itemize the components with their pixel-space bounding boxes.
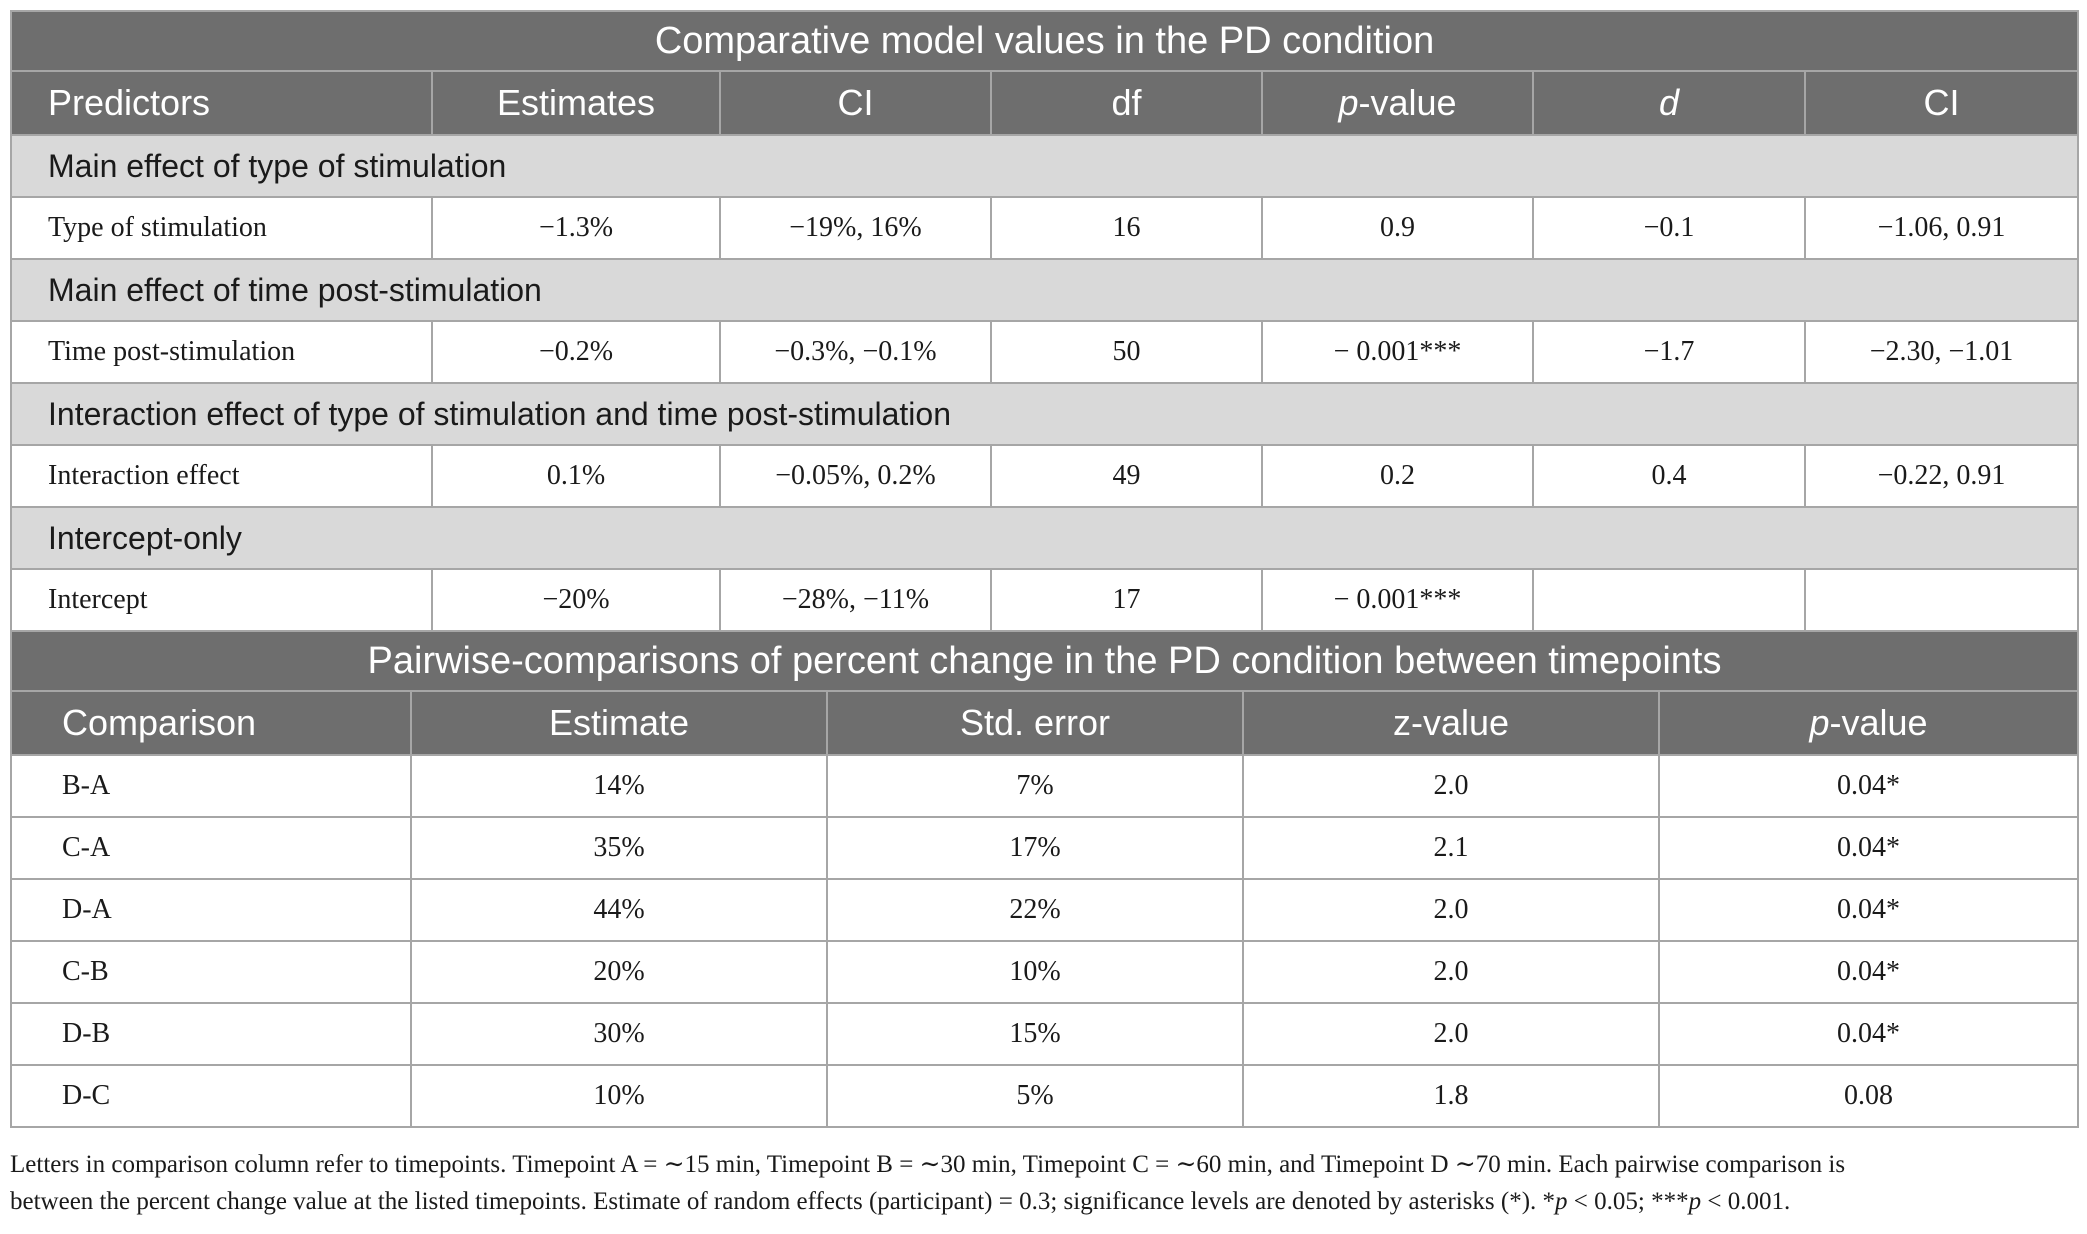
table-row: Type of stimulation −1.3% −19%, 16% 16 0… (10, 196, 2080, 260)
header-df: df (990, 70, 1263, 136)
cell-d (1532, 568, 1806, 632)
cell-ci-d: −2.30, −1.01 (1803, 320, 2080, 384)
cell-df: 50 (990, 320, 1263, 384)
cell-estimate: −1.3% (431, 196, 721, 260)
cell-predictor: Intercept (10, 568, 433, 632)
cell-std-error: 10% (826, 940, 1244, 1004)
table-row: B-A 14% 7% 2.0 0.04* (10, 754, 2080, 818)
cell-std-error: 7% (826, 754, 1244, 818)
cell-ci-d: −0.22, 0.91 (1803, 444, 2080, 508)
cell-ci: −0.3%, −0.1% (719, 320, 992, 384)
cell-estimate: −20% (431, 568, 721, 632)
results-tables: Comparative model values in the PD condi… (9, 10, 2080, 1128)
cell-p-value: 0.2 (1261, 444, 1534, 508)
cell-p-value: − 0.001*** (1261, 320, 1534, 384)
cell-z-value: 2.0 (1242, 1002, 1660, 1066)
cell-p-value: 0.9 (1261, 196, 1534, 260)
cell-comparison: C-B (10, 940, 412, 1004)
table-row: D-B 30% 15% 2.0 0.04* (10, 1002, 2080, 1066)
cell-z-value: 2.1 (1242, 816, 1660, 880)
cell-df: 17 (990, 568, 1263, 632)
cell-ci: −19%, 16% (719, 196, 992, 260)
table-row: Interaction effect 0.1% −0.05%, 0.2% 49 … (10, 444, 2080, 508)
cell-ci-d (1803, 568, 2080, 632)
cell-estimate: 10% (410, 1064, 828, 1128)
table2-header-row: Comparison Estimate Std. error z-value p… (10, 690, 2080, 756)
cell-estimate: 14% (410, 754, 828, 818)
cell-df: 49 (990, 444, 1263, 508)
table-row: C-A 35% 17% 2.1 0.04* (10, 816, 2080, 880)
cell-ci: −28%, −11% (719, 568, 992, 632)
table-row: D-C 10% 5% 1.8 0.08 (10, 1064, 2080, 1128)
header-predictors: Predictors (10, 70, 433, 136)
cell-estimate: 35% (410, 816, 828, 880)
cell-d: 0.4 (1532, 444, 1806, 508)
cell-df: 16 (990, 196, 1263, 260)
cell-estimate: 20% (410, 940, 828, 1004)
pairwise-comparisons-table: Pairwise-comparisons of percent change i… (9, 630, 2080, 1128)
cell-comparison: C-A (10, 816, 412, 880)
cell-p-value: 0.08 (1657, 1064, 2080, 1128)
cell-ci-d: −1.06, 0.91 (1803, 196, 2080, 260)
cell-comparison: D-A (10, 878, 412, 942)
table-row: Time post-stimulation −0.2% −0.3%, −0.1%… (10, 320, 2080, 384)
cell-comparison: B-A (10, 754, 412, 818)
cell-comparison: D-C (10, 1064, 412, 1128)
table1-header-row: Predictors Estimates CI df p-value d CI (10, 70, 2080, 136)
header-ci-d: CI (1803, 70, 2080, 136)
table1-title: Comparative model values in the PD condi… (9, 10, 2080, 72)
cell-predictor: Interaction effect (10, 444, 433, 508)
table2-title: Pairwise-comparisons of percent change i… (9, 630, 2080, 692)
table-row: D-A 44% 22% 2.0 0.04* (10, 878, 2080, 942)
cell-comparison: D-B (10, 1002, 412, 1066)
cell-z-value: 2.0 (1242, 754, 1660, 818)
cell-estimate: 0.1% (431, 444, 721, 508)
table-row: C-B 20% 10% 2.0 0.04* (10, 940, 2080, 1004)
comparative-model-table: Comparative model values in the PD condi… (9, 10, 2080, 632)
section-label: Main effect of time post-stimulation (9, 258, 2080, 322)
cell-std-error: 17% (826, 816, 1244, 880)
section-label: Intercept-only (9, 506, 2080, 570)
table-footnote: Letters in comparison column refer to ti… (10, 1146, 2077, 1220)
header-estimate: Estimate (410, 690, 828, 756)
footnote-line-1: Letters in comparison column refer to ti… (10, 1151, 1846, 1178)
cell-std-error: 5% (826, 1064, 1244, 1128)
header-ci: CI (719, 70, 992, 136)
cell-estimate: −0.2% (431, 320, 721, 384)
cell-p-value: 0.04* (1657, 754, 2080, 818)
cell-predictor: Time post-stimulation (10, 320, 433, 384)
cell-p-value: 0.04* (1657, 940, 2080, 1004)
cell-d: −0.1 (1532, 196, 1806, 260)
cell-z-value: 1.8 (1242, 1064, 1660, 1128)
cell-predictor: Type of stimulation (10, 196, 433, 260)
table-row: Intercept −20% −28%, −11% 17 − 0.001*** (10, 568, 2080, 632)
cell-z-value: 2.0 (1242, 940, 1660, 1004)
cell-estimate: 44% (410, 878, 828, 942)
cell-z-value: 2.0 (1242, 878, 1660, 942)
cell-estimate: 30% (410, 1002, 828, 1066)
cell-p-value: 0.04* (1657, 816, 2080, 880)
header-comparison: Comparison (10, 690, 412, 756)
section-label: Main effect of type of stimulation (9, 134, 2080, 198)
header-p-value: p-value (1657, 690, 2080, 756)
cell-d: −1.7 (1532, 320, 1806, 384)
header-estimates: Estimates (431, 70, 721, 136)
cell-ci: −0.05%, 0.2% (719, 444, 992, 508)
header-p-value: p-value (1261, 70, 1534, 136)
header-std-error: Std. error (826, 690, 1244, 756)
cell-std-error: 15% (826, 1002, 1244, 1066)
header-d: d (1532, 70, 1806, 136)
cell-std-error: 22% (826, 878, 1244, 942)
section-label: Interaction effect of type of stimulatio… (9, 382, 2080, 446)
footnote-line-2: between the percent change value at the … (10, 1188, 1791, 1215)
cell-p-value: 0.04* (1657, 878, 2080, 942)
header-z-value: z-value (1242, 690, 1660, 756)
cell-p-value: 0.04* (1657, 1002, 2080, 1066)
cell-p-value: − 0.001*** (1261, 568, 1534, 632)
